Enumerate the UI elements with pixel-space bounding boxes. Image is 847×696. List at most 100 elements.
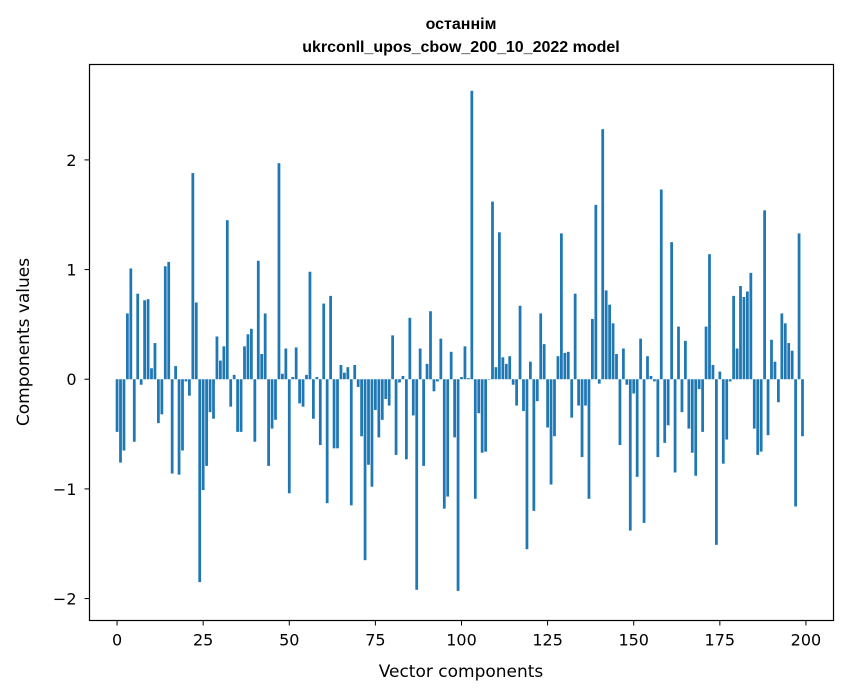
bar — [580, 379, 584, 458]
bar — [380, 379, 384, 420]
bar — [480, 379, 484, 453]
bar — [777, 379, 780, 403]
bar — [783, 323, 787, 380]
bar — [535, 379, 539, 402]
bar — [635, 379, 639, 477]
bar — [339, 364, 343, 380]
bar — [632, 379, 636, 394]
bar — [281, 373, 284, 380]
bar — [136, 293, 140, 380]
bar — [797, 233, 801, 380]
bar — [418, 348, 422, 380]
bar — [274, 379, 277, 420]
bar — [439, 338, 443, 380]
bar — [132, 379, 136, 442]
bar — [749, 272, 753, 380]
bar — [563, 352, 567, 380]
bar — [704, 326, 708, 380]
bar — [243, 346, 246, 380]
y-tick-label: 0 — [66, 370, 76, 389]
bar — [449, 351, 453, 380]
bar — [653, 379, 656, 382]
bar — [343, 372, 346, 380]
bar — [229, 379, 233, 407]
bar — [291, 377, 295, 380]
bar — [215, 336, 219, 380]
bar — [746, 291, 749, 380]
bar — [732, 295, 735, 380]
bar — [622, 348, 625, 380]
bar — [487, 379, 491, 380]
chart-title-line-1: останнім — [426, 16, 497, 33]
x-axis-label: Vector components — [379, 662, 544, 682]
plot-area-frame — [88, 63, 835, 622]
bar — [735, 348, 739, 380]
bar-series — [115, 90, 804, 591]
bar — [608, 304, 611, 380]
bar — [377, 379, 381, 438]
bar — [298, 379, 301, 404]
bar — [356, 379, 360, 387]
bar — [766, 379, 770, 436]
bar — [477, 379, 481, 414]
bar — [529, 361, 532, 380]
bar — [508, 356, 512, 380]
bar — [467, 378, 470, 380]
bar — [515, 379, 518, 406]
bar — [577, 379, 580, 406]
x-axis-ticks: 0 25 50 75 100 125 150 175 200 — [112, 620, 821, 650]
bar — [325, 379, 329, 504]
bar — [708, 254, 711, 380]
bar — [584, 379, 587, 406]
bar — [250, 328, 253, 380]
bar — [360, 379, 363, 437]
bar — [742, 296, 746, 380]
bar — [318, 379, 322, 446]
x-tick-label: 75 — [365, 631, 385, 650]
y-tick-label: −2 — [53, 590, 77, 609]
bar — [539, 313, 543, 380]
bar — [349, 379, 353, 506]
bar — [801, 379, 804, 437]
bar — [666, 379, 670, 426]
bar — [494, 367, 498, 380]
bar — [287, 379, 291, 494]
bar — [790, 350, 794, 380]
bar — [126, 313, 129, 380]
bar — [150, 368, 153, 380]
bar — [560, 233, 563, 380]
bar — [511, 379, 515, 385]
bar — [656, 379, 660, 458]
bar — [246, 334, 250, 380]
bar — [659, 189, 663, 380]
bar — [566, 351, 570, 380]
bar — [308, 271, 312, 380]
bar — [387, 379, 391, 406]
bar — [780, 313, 784, 380]
bar — [611, 323, 615, 380]
bar — [728, 379, 732, 382]
bar — [119, 379, 122, 463]
bar — [146, 299, 150, 380]
x-tick-label: 150 — [618, 631, 649, 650]
bar — [208, 379, 212, 413]
bar — [715, 379, 718, 545]
bar — [642, 379, 646, 523]
bar — [553, 379, 556, 437]
bar — [456, 379, 460, 591]
bar — [398, 379, 401, 383]
bar — [773, 361, 777, 380]
bar — [256, 260, 260, 380]
bar — [374, 379, 377, 410]
bar — [263, 313, 267, 380]
bar — [405, 379, 408, 460]
bar — [253, 379, 257, 442]
bar — [690, 379, 694, 453]
bar — [549, 379, 553, 485]
bar — [163, 266, 167, 380]
y-tick-label: −1 — [53, 480, 77, 499]
bar — [129, 268, 133, 380]
bar — [470, 90, 474, 380]
bar — [597, 379, 601, 384]
